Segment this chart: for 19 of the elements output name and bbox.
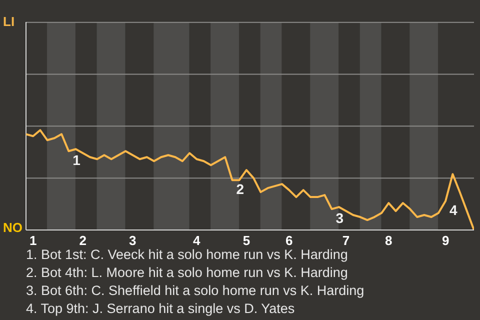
annotation: 2 [236,181,244,198]
text: 2. Bot 4th: L. Moore hit a solo home run vs K. Harding [26,264,349,282]
x-tick-label: 2 [79,233,87,248]
annotation: 1 [72,152,81,168]
annotation: 3 [336,210,344,226]
x-tick-label: 8 [385,233,392,248]
x-tick-label: 7 [342,233,350,248]
x-tick-label: 3 [129,233,136,248]
x-tick-label: 4 [193,233,202,248]
annotation: 4 [450,202,458,218]
text: 1. Bot 1st: C. Veeck hit a solo home run vs K. Harding [26,247,348,262]
text: 4. Top 9th: J. Serrano hit a single vs D. Yates [26,300,296,318]
text: LI [3,14,15,29]
x-tick-label: 5 [242,233,250,248]
x-tick-label: 1 [29,233,37,248]
text: NO [3,220,22,235]
x-tick-label: 9 [442,233,450,248]
x-tick-label: 6 [285,233,293,248]
text: 3. Bot 6th: C. Sheffield hit a solo home run vs K. Harding [26,282,366,300]
